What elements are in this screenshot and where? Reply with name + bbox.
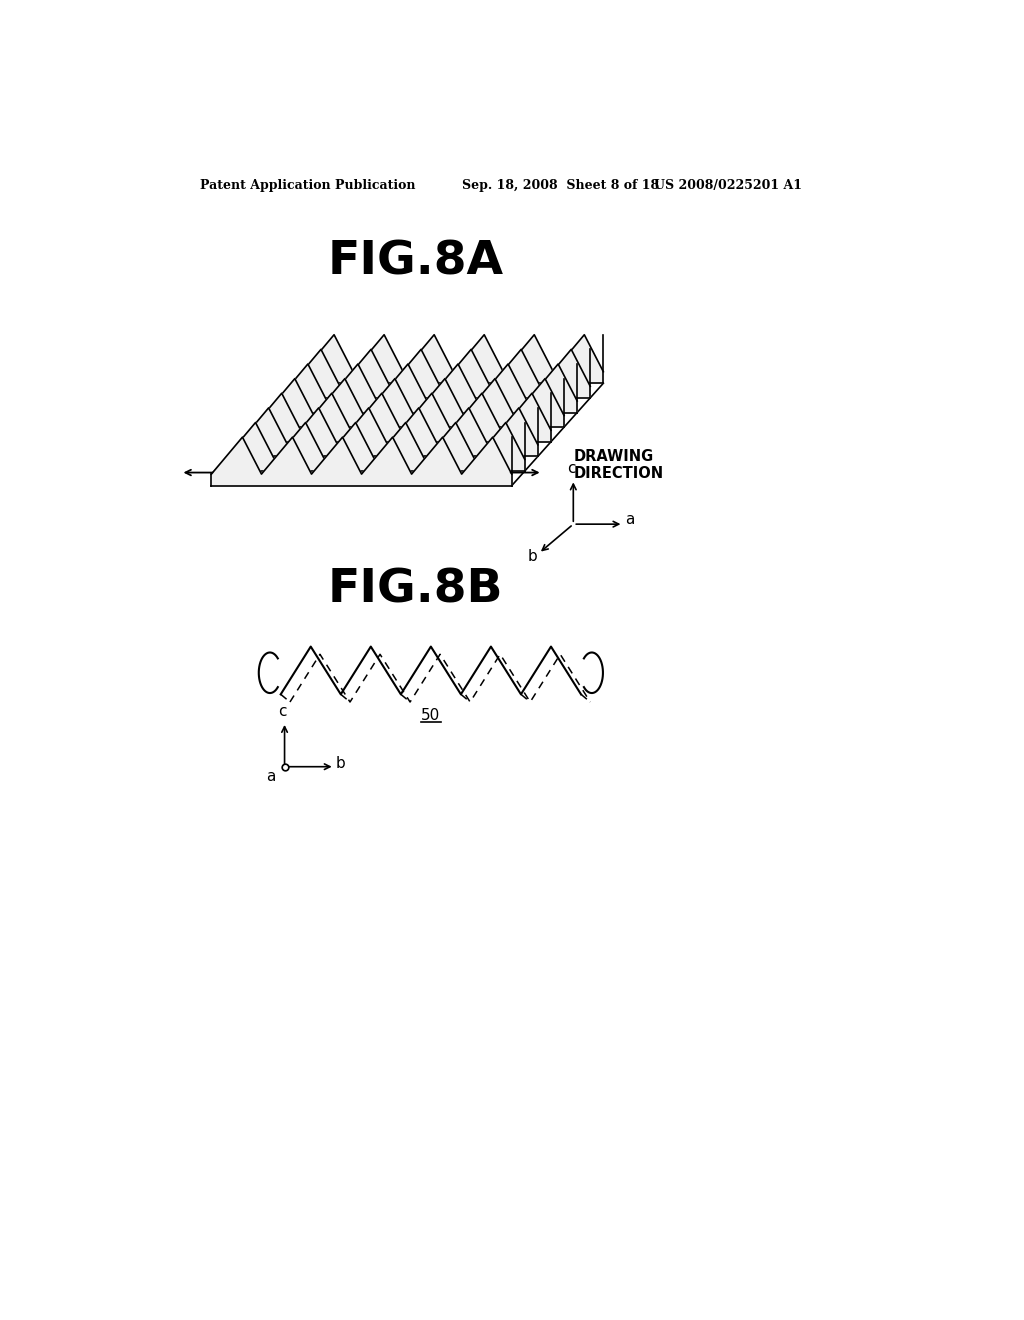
Text: FIG.8A: FIG.8A bbox=[328, 240, 504, 285]
Polygon shape bbox=[224, 422, 524, 471]
Text: c: c bbox=[566, 461, 575, 477]
Polygon shape bbox=[303, 335, 603, 383]
Text: Patent Application Publication: Patent Application Publication bbox=[200, 178, 416, 191]
Text: b: b bbox=[527, 549, 538, 564]
Text: 50: 50 bbox=[473, 351, 493, 366]
Polygon shape bbox=[264, 379, 564, 428]
Text: c: c bbox=[278, 704, 287, 719]
Text: a: a bbox=[266, 768, 275, 784]
Text: FIG.8B: FIG.8B bbox=[328, 568, 503, 612]
Text: Sep. 18, 2008  Sheet 8 of 18: Sep. 18, 2008 Sheet 8 of 18 bbox=[462, 178, 658, 191]
Polygon shape bbox=[276, 364, 578, 412]
Text: DRAWING
DIRECTION: DRAWING DIRECTION bbox=[573, 449, 664, 480]
Text: US 2008/0225201 A1: US 2008/0225201 A1 bbox=[654, 178, 802, 191]
Text: a: a bbox=[625, 512, 634, 527]
Polygon shape bbox=[251, 393, 551, 442]
Text: b: b bbox=[336, 756, 346, 771]
Polygon shape bbox=[290, 350, 590, 397]
Polygon shape bbox=[238, 408, 538, 457]
Text: 50: 50 bbox=[421, 709, 440, 723]
Polygon shape bbox=[211, 437, 512, 486]
